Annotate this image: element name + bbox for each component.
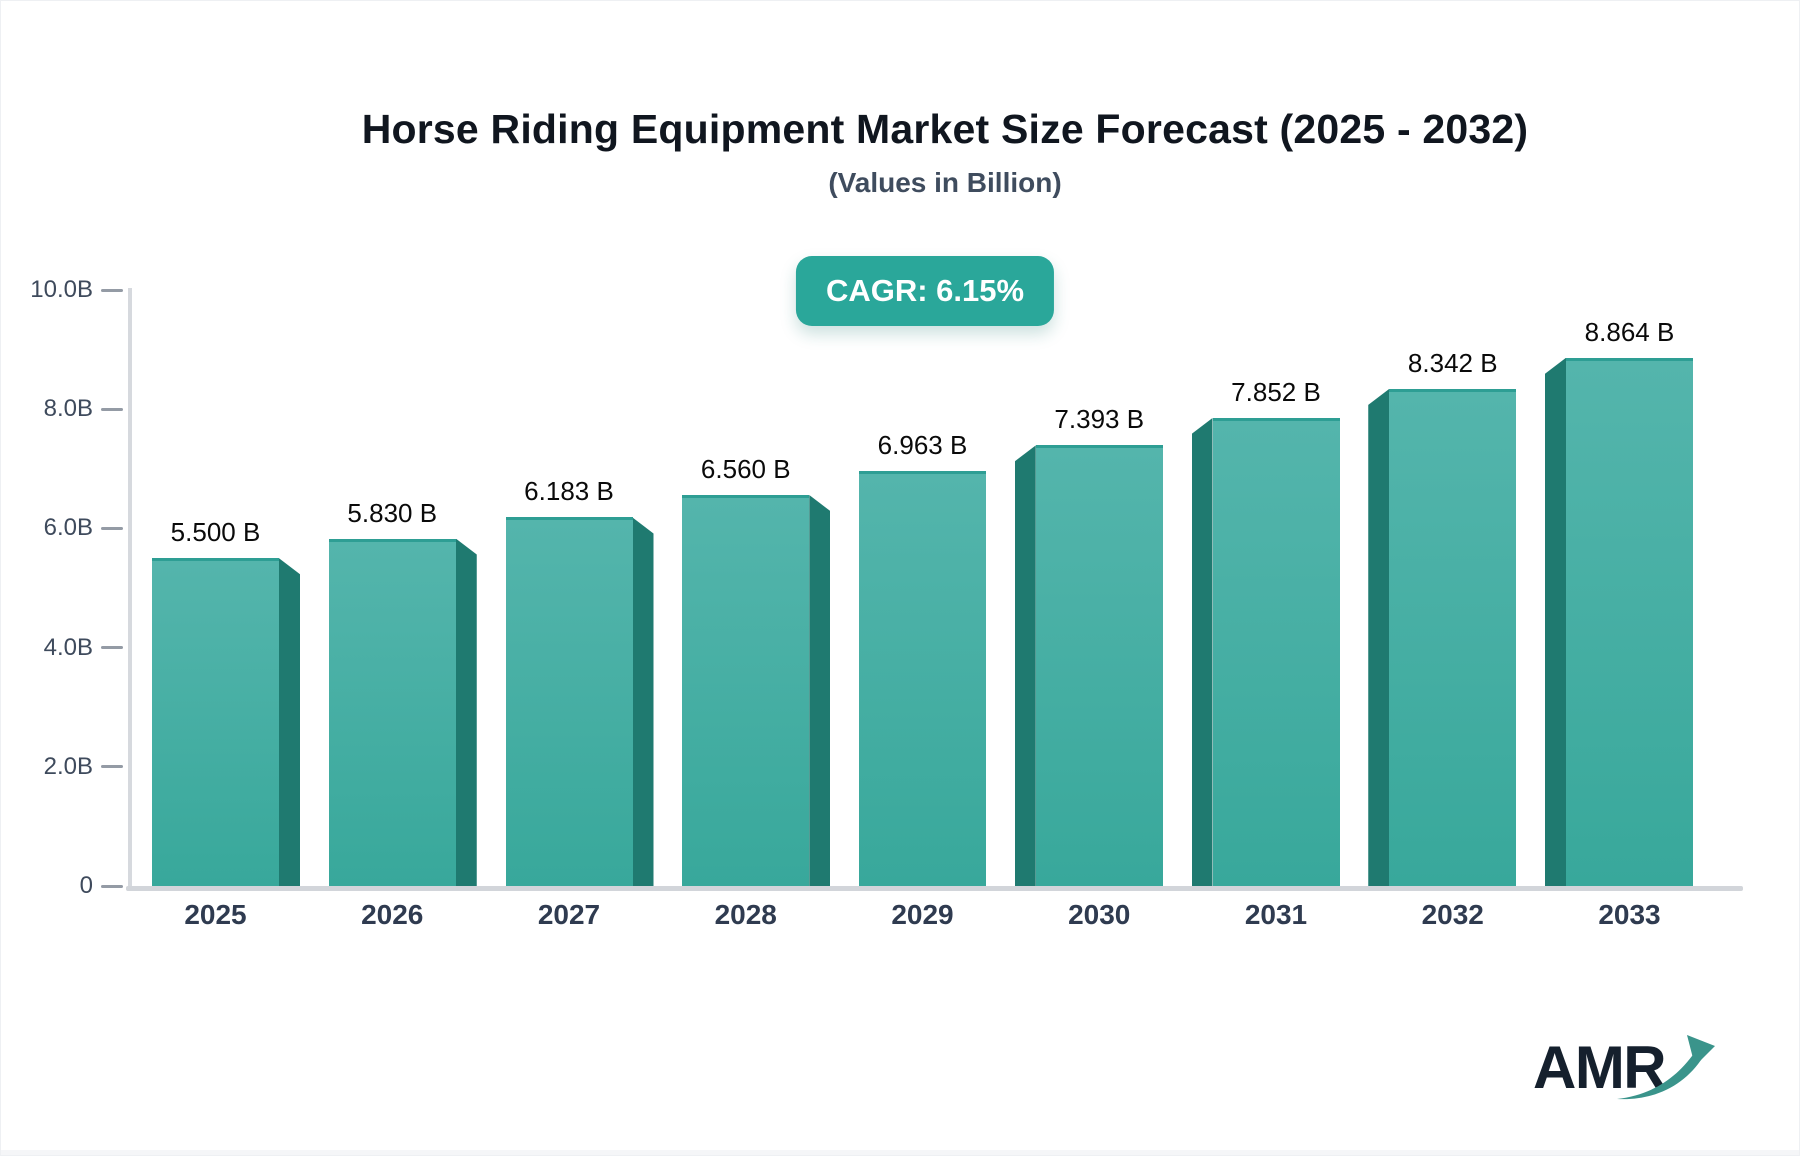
bar-3d-side <box>1191 418 1213 886</box>
x-tick-label: 2026 <box>361 899 424 930</box>
bar-2033: 8.864 B <box>1545 317 1693 886</box>
y-tick-label: 4.0B <box>43 633 93 661</box>
bar-face <box>1212 418 1340 886</box>
bar-value-label: 5.500 B <box>170 517 261 548</box>
x-tick-label: 2027 <box>537 899 601 930</box>
x-tick-label: 2025 <box>184 899 247 930</box>
y-tick-mark <box>101 765 123 769</box>
amr-logo: AMR <box>1533 1033 1733 1123</box>
cagr-badge: CAGR: 6.15% <box>795 256 1055 326</box>
bar-3d-side <box>1014 445 1036 886</box>
bar-value-label: 8.342 B <box>1407 347 1498 378</box>
bar-face <box>152 558 279 886</box>
bar-3d-side <box>632 517 654 886</box>
y-tick-label: 6.0B <box>43 514 93 542</box>
bar-face <box>682 495 810 886</box>
bar-face <box>1566 357 1693 886</box>
bar-face <box>1389 388 1517 886</box>
x-tick-label: 2030 <box>1068 899 1131 930</box>
bar-value-label: 6.560 B <box>700 454 791 485</box>
bar-3d-side <box>1368 388 1390 886</box>
bar-value-label: 5.830 B <box>347 497 438 528</box>
bar-value-label: 7.852 B <box>1231 377 1321 408</box>
x-tick-label: 2033 <box>1598 899 1661 930</box>
y-tick-label: 2.0B <box>43 752 93 780</box>
bar-value-label: 8.864 B <box>1584 316 1675 347</box>
x-tick-label: 2028 <box>714 899 777 930</box>
y-tick-mark <box>101 288 123 292</box>
y-tick-mark <box>101 526 123 530</box>
x-tick-label: 2031 <box>1244 899 1308 930</box>
bar-2031: 7.852 B <box>1191 377 1340 886</box>
bar-2028: 6.560 B <box>682 454 831 886</box>
chart-title: Horse Riding Equipment Market Size Forec… <box>361 106 1529 152</box>
y-tick-label: 8.0B <box>43 395 93 423</box>
bar-2032: 8.342 B <box>1368 348 1517 886</box>
bar-3d-side <box>279 558 300 886</box>
bar-2025: 5.500 B <box>152 517 300 886</box>
y-tick-mark <box>101 884 123 888</box>
y-tick-mark <box>101 407 123 411</box>
bar-face <box>1035 445 1163 886</box>
y-tick-label: 10.0B <box>30 276 93 303</box>
bar-2030: 7.393 B <box>1014 404 1163 886</box>
bar-face <box>505 517 633 886</box>
bar-2026: 5.830 B <box>328 498 477 886</box>
bar-3d-side <box>809 495 831 886</box>
chart-subtitle: (Values in Billion) <box>828 167 1062 198</box>
x-axis-line <box>126 886 1743 891</box>
bar-3d-side <box>1545 357 1566 886</box>
bar-face <box>328 538 456 886</box>
y-tick-mark <box>101 646 123 650</box>
bar-2027: 6.183 B <box>505 476 654 886</box>
bar-value-label: 7.393 B <box>1054 404 1145 435</box>
y-axis-line <box>128 288 132 891</box>
x-tick-label: 2029 <box>891 899 954 930</box>
bar-value-label: 6.183 B <box>524 476 614 507</box>
bar-2029: 6.963 B <box>859 430 986 886</box>
y-tick-label: 0 <box>79 872 93 899</box>
growth-arrow-icon <box>1617 1035 1715 1100</box>
bar-3d-side <box>455 538 477 886</box>
x-tick-label: 2032 <box>1421 899 1484 930</box>
bar-face <box>859 471 986 886</box>
amr-logo-text: AMR <box>1533 1034 1667 1101</box>
bar-value-label: 6.963 B <box>877 430 968 460</box>
